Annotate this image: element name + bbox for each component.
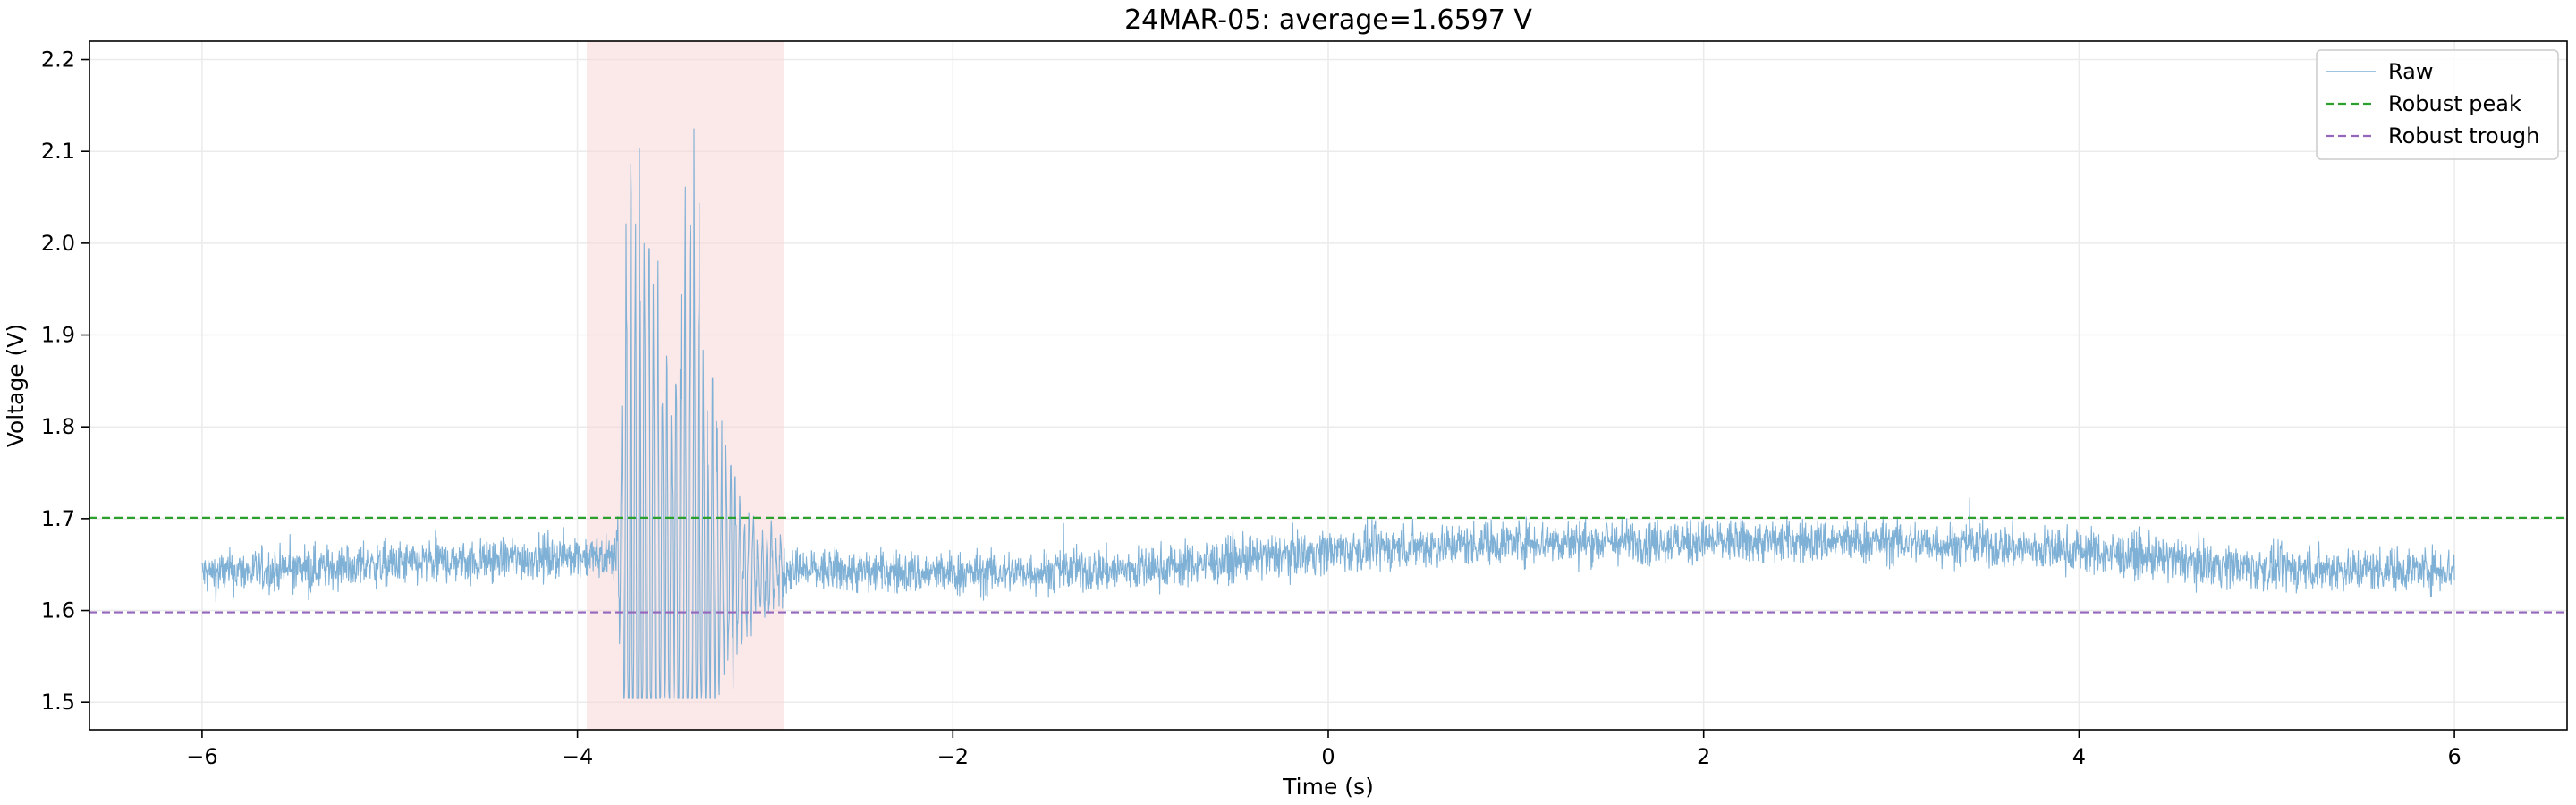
y-tick-label: 1.7: [41, 506, 75, 531]
y-tick-label: 2.0: [41, 231, 75, 256]
x-tick-label: −4: [562, 744, 593, 769]
series-raw-line: [201, 128, 2455, 699]
legend: Raw Robust peak Robust trough: [2316, 49, 2559, 160]
legend-box: [2316, 49, 2559, 160]
x-tick-label: 0: [1321, 744, 1335, 769]
x-axis-label: Time (s): [1282, 774, 1374, 800]
x-tick-label: −6: [186, 744, 217, 769]
y-tick-label: 1.9: [41, 323, 75, 348]
y-ticks: 1.5 1.6 1.7 1.8 1.9 2.0 2.1 2.2: [41, 47, 89, 715]
x-tick-label: 6: [2447, 744, 2461, 769]
chart-title: 24MAR-05: average=1.6597 V: [1124, 4, 1532, 36]
y-tick-label: 2.1: [41, 139, 75, 164]
y-tick-label: 1.5: [41, 690, 75, 715]
grid: [89, 41, 2567, 730]
legend-label: Robust trough: [2388, 123, 2539, 148]
legend-label: Robust peak: [2388, 91, 2521, 116]
y-tick-label: 1.6: [41, 598, 75, 623]
legend-label: Raw: [2388, 59, 2433, 84]
series-layer: [201, 128, 2455, 699]
x-tick-label: 2: [1697, 744, 1710, 769]
y-axis-label: Voltage (V): [3, 324, 29, 447]
y-tick-label: 1.8: [41, 414, 75, 439]
x-tick-label: 4: [2072, 744, 2086, 769]
x-ticks: −6 −4 −2 0 2 4 6: [186, 730, 2462, 769]
y-tick-label: 2.2: [41, 47, 75, 72]
x-tick-label: −2: [937, 744, 969, 769]
